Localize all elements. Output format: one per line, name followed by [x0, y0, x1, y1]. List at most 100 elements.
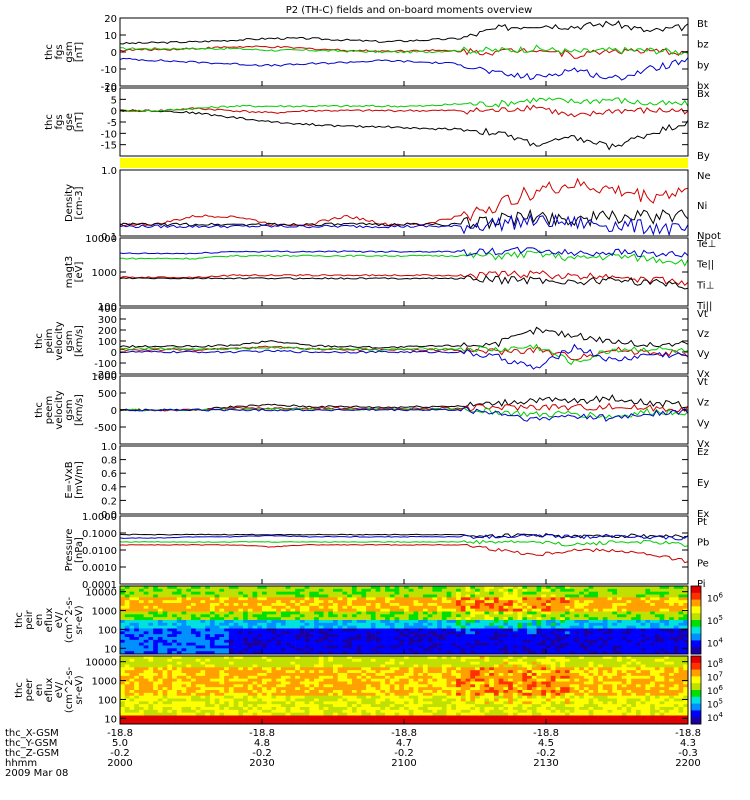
spectrogram-cell	[271, 707, 277, 711]
spectrogram-cell	[404, 681, 410, 685]
spectrogram-cell	[205, 591, 211, 595]
y-tick-label: 100	[98, 302, 117, 313]
spectrogram-cell	[422, 678, 428, 682]
spectrogram-cell	[304, 642, 310, 646]
spectrogram-cell	[413, 622, 419, 626]
spectrogram-cell	[422, 631, 428, 635]
y-tick-label: 0.0010	[82, 563, 117, 574]
spectrogram-cell	[143, 704, 149, 708]
spectrogram-cell	[460, 637, 466, 641]
spectrogram-cell	[460, 605, 466, 609]
spectrogram-cell	[460, 684, 466, 688]
spectrogram-cell	[120, 605, 126, 609]
spectrogram-cell	[243, 681, 249, 685]
spectrogram-cell	[148, 701, 154, 705]
spectrogram-cell	[328, 687, 334, 691]
spectrogram-cell	[451, 667, 457, 671]
spectrogram-cell	[493, 625, 499, 629]
spectrogram-cell	[498, 611, 504, 615]
spectrogram-cell	[200, 673, 206, 677]
spectrogram-cell	[209, 678, 215, 682]
spectrogram-cell	[546, 586, 552, 590]
spectrogram-cell	[209, 639, 215, 643]
spectrogram-cell	[134, 678, 140, 682]
spectrogram-cell	[569, 591, 575, 595]
spectrogram-cell	[181, 690, 187, 694]
spectrogram-cell	[238, 642, 244, 646]
spectrogram-cell	[531, 603, 537, 607]
spectrogram-cell	[176, 695, 182, 699]
spectrogram-cell	[607, 588, 613, 592]
spectrogram-cell	[224, 692, 230, 696]
spectrogram-cell	[228, 684, 234, 688]
spectrogram-cell	[446, 678, 452, 682]
spectrogram-cell	[512, 608, 518, 612]
spectrogram-cell	[238, 704, 244, 708]
spectrogram-cell	[323, 715, 329, 719]
spectrogram-cell	[157, 707, 163, 711]
spectrogram-cell	[441, 673, 447, 677]
spectrogram-cell	[451, 586, 457, 590]
spectrogram-cell	[366, 701, 372, 705]
spectrogram-cell	[186, 625, 192, 629]
spectrogram-cell	[323, 651, 329, 655]
spectrogram-cell	[280, 704, 286, 708]
spectrogram-cell	[418, 715, 424, 719]
y-tick-label: 0.6	[101, 469, 117, 480]
spectrogram-cell	[598, 639, 604, 643]
spectrogram-cell	[550, 600, 556, 604]
spectrogram-cell	[579, 605, 585, 609]
spectrogram-cell	[233, 684, 239, 688]
spectrogram-cell	[157, 687, 163, 691]
legend-label: by	[697, 60, 709, 71]
spectrogram-cell	[508, 586, 514, 590]
spectrogram-cell	[375, 670, 381, 674]
spectrogram-cell	[200, 704, 206, 708]
spectrogram-cell	[347, 608, 353, 612]
spectrogram-cell	[446, 628, 452, 632]
spectrogram-cell	[451, 712, 457, 716]
spectrogram-cell	[475, 658, 481, 662]
spectrogram-cell	[527, 597, 533, 601]
spectrogram-cell	[328, 656, 334, 660]
spectrogram-cell	[233, 588, 239, 592]
spectrogram-cell	[579, 586, 585, 590]
spectrogram-cell	[432, 695, 438, 699]
spectrogram-cell	[290, 704, 296, 708]
spectrogram-cell	[228, 687, 234, 691]
spectrogram-cell	[366, 721, 372, 725]
spectrogram-cell	[214, 631, 220, 635]
spectrogram-cell	[228, 614, 234, 618]
spectrogram-cell	[238, 670, 244, 674]
spectrogram-cell	[309, 690, 315, 694]
spectrogram-cell	[664, 608, 670, 612]
legend-label: Bz	[697, 120, 709, 131]
spectrogram-cell	[209, 673, 215, 677]
spectrogram-cell	[214, 628, 220, 632]
spectrogram-cell	[309, 670, 315, 674]
spectrogram-cell	[418, 597, 424, 601]
spectrogram-cell	[290, 661, 296, 665]
spectrogram-cell	[314, 628, 320, 632]
spectrogram-cell	[214, 622, 220, 626]
spectrogram-cell	[124, 622, 130, 626]
spectrogram-cell	[347, 673, 353, 677]
spectrogram-cell	[271, 681, 277, 685]
spectrogram-cell	[437, 605, 443, 609]
spectrogram-cell	[389, 597, 395, 601]
spectrogram-cell	[366, 667, 372, 671]
spectrogram-cell	[285, 701, 291, 705]
spectrogram-cell	[162, 684, 168, 688]
spectrogram-cell	[299, 625, 305, 629]
spectrogram-cell	[659, 600, 665, 604]
spectrogram-cell	[512, 603, 518, 607]
spectrogram-cell	[456, 695, 462, 699]
spectrogram-cell	[361, 637, 367, 641]
spectrogram-cell	[247, 631, 253, 635]
spectrogram-cell	[413, 631, 419, 635]
spectrogram-cell	[295, 673, 301, 677]
spectrogram-cell	[669, 603, 675, 607]
spectrogram-cell	[347, 715, 353, 719]
spectrogram-cell	[635, 614, 641, 618]
spectrogram-cell	[318, 670, 324, 674]
